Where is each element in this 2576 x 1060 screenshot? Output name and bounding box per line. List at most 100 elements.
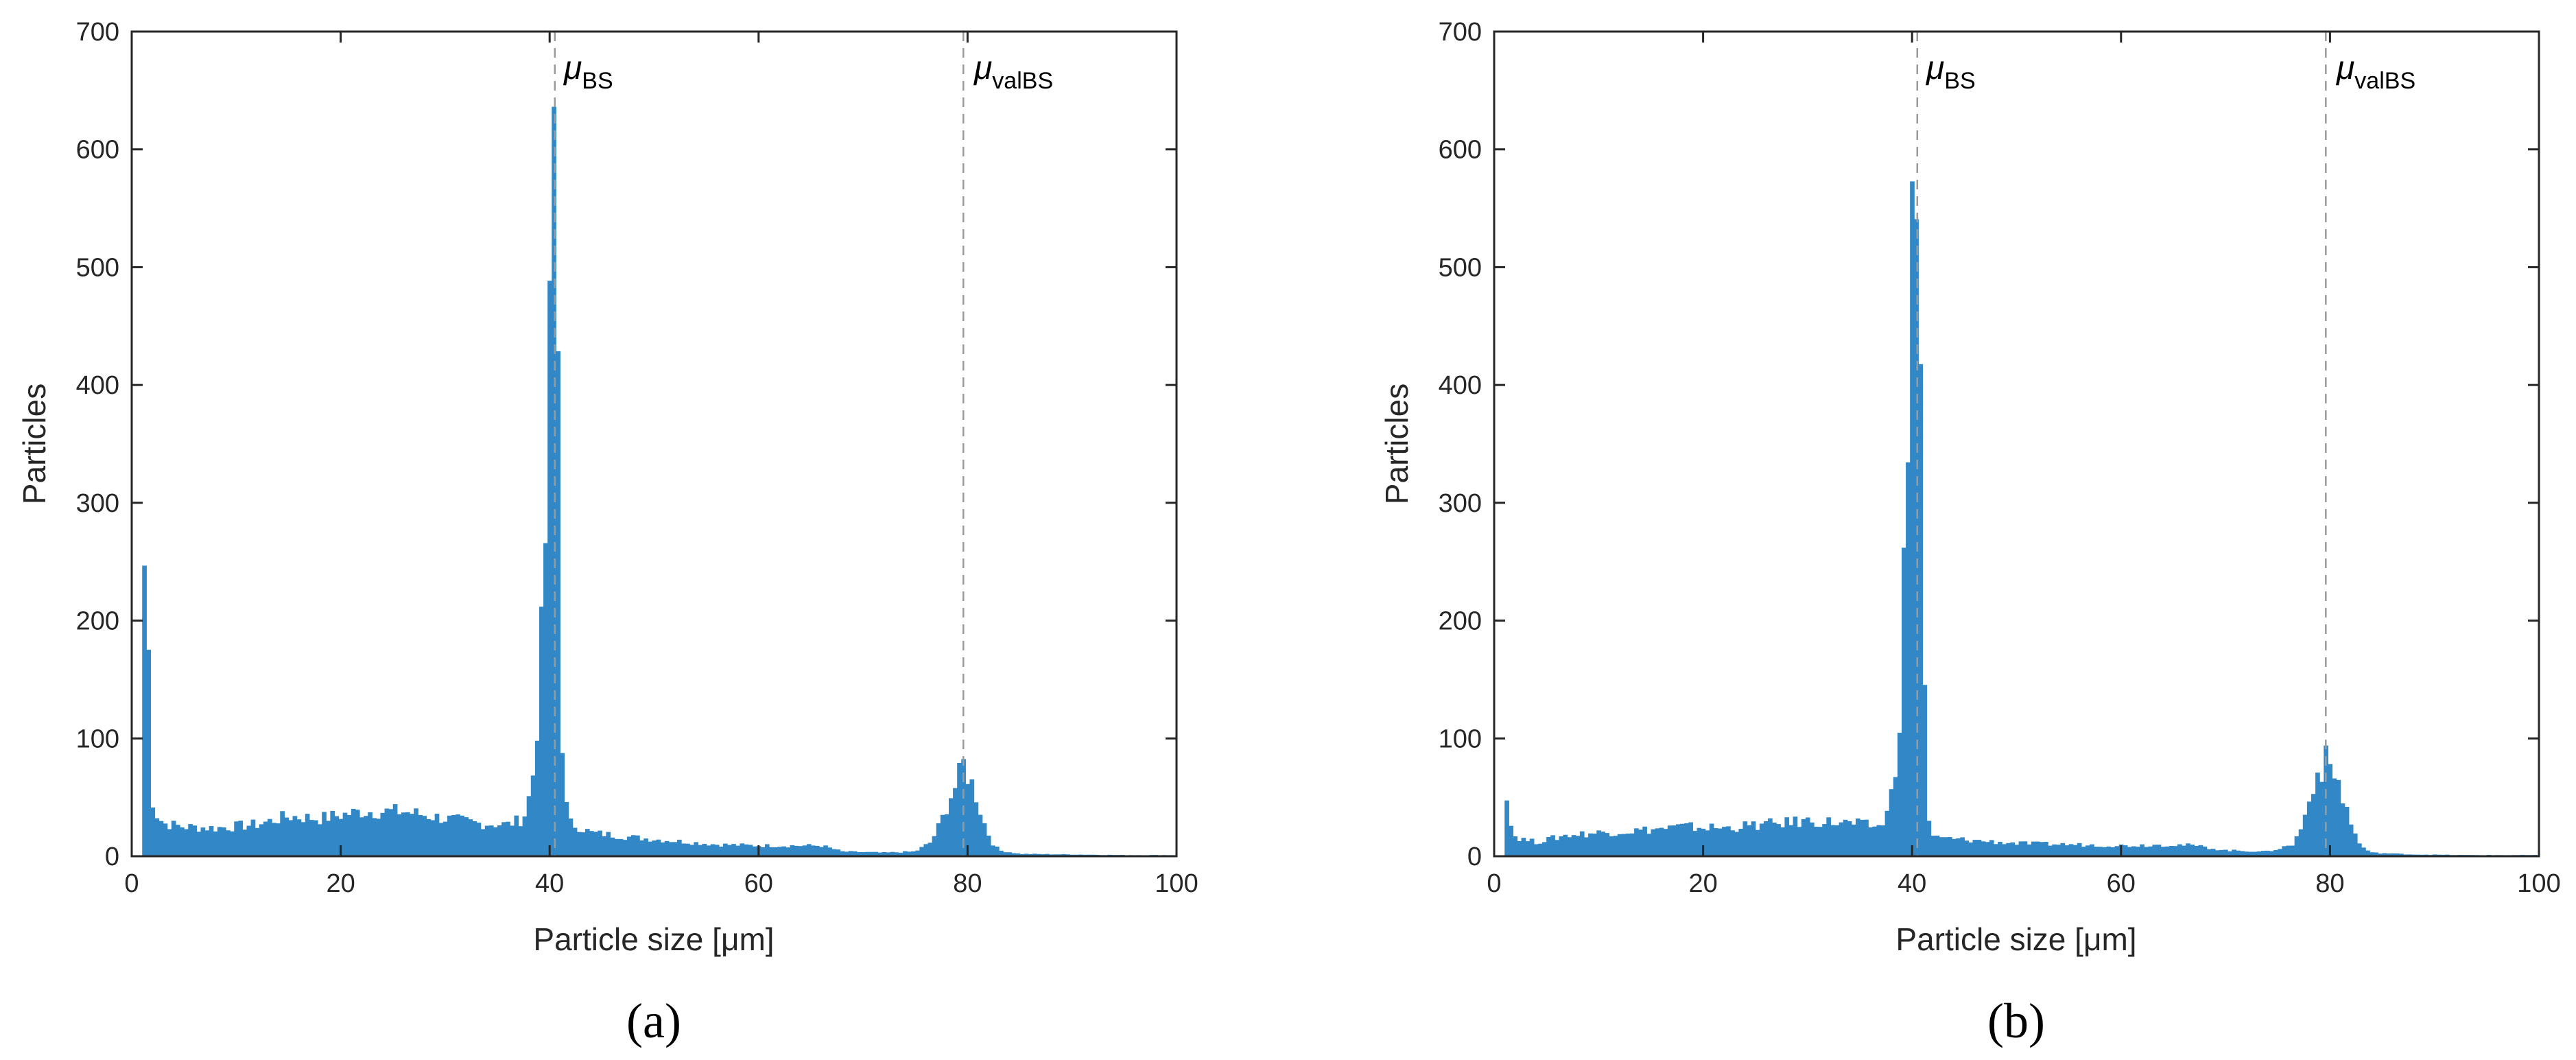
histogram-bar — [677, 839, 682, 856]
histogram-bar — [626, 836, 632, 856]
histogram-bar — [1768, 818, 1773, 856]
histogram-bar — [2081, 847, 2086, 856]
histogram-bar — [706, 845, 711, 856]
histogram-bar — [2386, 853, 2391, 856]
histogram-bar — [334, 816, 340, 856]
histogram-bar — [777, 847, 782, 856]
y-tick-label: 600 — [76, 136, 119, 165]
histogram-bar — [1024, 853, 1029, 856]
histogram-bar — [338, 818, 344, 856]
histogram-bar — [773, 847, 778, 856]
y-axis-label-a: Particles — [16, 384, 52, 504]
histogram-bar — [355, 810, 360, 856]
histogram-bar — [150, 807, 156, 856]
histogram-bar — [238, 821, 244, 856]
histogram-bar — [836, 849, 841, 856]
y-tick-label: 300 — [76, 489, 119, 518]
histogram-bar — [493, 827, 498, 856]
histogram-bar — [1588, 833, 1593, 856]
y-tick-label: 100 — [1439, 725, 1482, 753]
histogram-bar — [163, 823, 168, 856]
histogram-bar — [2035, 841, 2040, 856]
histogram-bar — [180, 827, 185, 856]
histogram-bar — [2152, 845, 2158, 856]
histogram-bar — [250, 819, 256, 856]
histogram-bar — [184, 829, 189, 856]
histogram-bar — [1884, 810, 1890, 856]
histogram-bar — [1667, 825, 1673, 856]
histogram-bar — [2190, 845, 2195, 856]
histogram-bar — [1910, 181, 1915, 856]
histogram-bar — [242, 829, 248, 856]
histogram-bar — [1814, 827, 1819, 856]
histogram-bar — [259, 824, 264, 856]
histogram-bar — [217, 827, 222, 856]
histogram-bar — [2269, 851, 2274, 856]
histogram-bar — [514, 815, 519, 856]
histogram-bar — [1880, 825, 1886, 856]
histogram-bar — [848, 851, 853, 856]
histogram-bar — [1780, 827, 1785, 856]
histogram-bar — [2256, 851, 2262, 856]
histogram-bar — [2202, 846, 2208, 856]
histogram-bar — [364, 816, 368, 856]
histogram-bar — [2085, 845, 2090, 856]
histogram-bar — [1007, 852, 1012, 856]
histogram-bar — [1805, 817, 1810, 856]
histogram-bar — [1028, 853, 1033, 856]
histogram-bar — [2328, 764, 2333, 856]
histogram-bar — [547, 281, 552, 856]
histogram-bar — [2127, 847, 2132, 856]
histogram-bar — [2136, 847, 2140, 856]
histogram-bar — [263, 821, 268, 856]
histogram-bar — [2286, 845, 2291, 856]
histogram-bar — [1730, 830, 1735, 856]
histogram-bar — [1860, 819, 1865, 856]
histogram-bar — [1755, 829, 1760, 856]
histogram-bar — [580, 832, 586, 856]
histogram-bar — [346, 815, 352, 856]
histogram-bar — [1697, 827, 1702, 856]
histogram-bar — [2106, 846, 2112, 856]
histogram-bar — [2098, 847, 2103, 856]
histogram-bar — [388, 809, 394, 856]
histogram-bar — [602, 836, 607, 856]
histogram-bar — [1876, 825, 1882, 856]
histogram-bar — [694, 842, 699, 856]
histogram-bar — [1734, 832, 1739, 856]
x-tick-label: 100 — [2517, 869, 2560, 898]
histogram-bar — [384, 808, 390, 856]
histogram-bar — [351, 808, 356, 856]
histogram-bar — [1793, 816, 1798, 856]
histogram-bar — [1550, 835, 1555, 856]
histogram-bar — [940, 814, 945, 856]
y-tick-label: 600 — [1439, 136, 1482, 165]
histogram-bar — [2282, 846, 2287, 856]
histogram-bar — [1943, 837, 1948, 856]
histogram-bar — [464, 817, 469, 856]
histogram-bar — [802, 845, 807, 856]
histogram-bar — [2206, 849, 2212, 856]
histogram-bar — [480, 829, 486, 856]
histogram-bar — [1893, 777, 1898, 856]
histogram-bar — [556, 351, 561, 856]
histogram-bar — [919, 847, 925, 856]
histogram-bar — [209, 825, 214, 856]
y-tick-label: 700 — [76, 18, 119, 47]
histogram-bar — [1872, 826, 1878, 856]
histogram-bar — [572, 827, 578, 856]
histogram-bar — [192, 825, 198, 856]
histogram-bar — [2010, 842, 2016, 856]
histogram-bar — [1809, 822, 1815, 856]
histogram-bar — [2374, 852, 2379, 856]
histogram-bar — [610, 837, 615, 856]
histogram-bar — [142, 565, 147, 856]
histogram-bar — [861, 852, 866, 856]
histogram-bar — [639, 840, 644, 856]
histogram-bar — [2194, 845, 2199, 856]
histogram-bar — [1993, 844, 1998, 856]
histogram-bar — [827, 847, 833, 856]
histogram-bar — [1504, 800, 1509, 856]
histogram-bar — [1717, 828, 1723, 856]
mu-bs-label-a: μBS — [563, 50, 613, 94]
